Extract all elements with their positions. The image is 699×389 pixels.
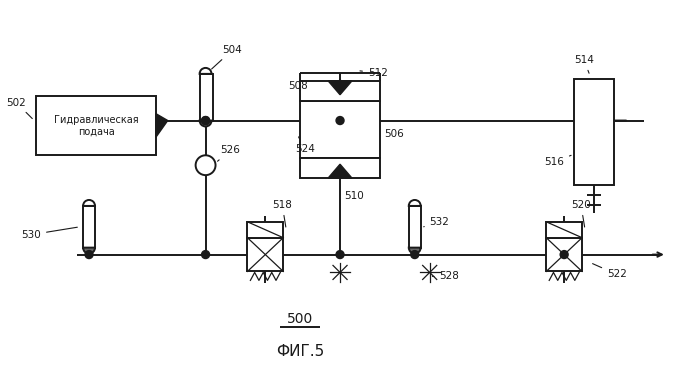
Bar (300, 158, 380, 178)
Text: 514: 514 (574, 55, 594, 73)
Text: 516: 516 (545, 155, 571, 167)
Text: 510: 510 (344, 191, 363, 201)
Polygon shape (328, 164, 352, 178)
Bar (409, 206, 421, 248)
Text: Гидравлическая
подача: Гидравлическая подача (54, 115, 138, 136)
Text: 512: 512 (360, 68, 388, 78)
Text: 500: 500 (287, 312, 313, 326)
Text: 530: 530 (21, 227, 78, 240)
Text: 502: 502 (6, 98, 32, 119)
Circle shape (336, 117, 344, 124)
Text: 528: 528 (433, 272, 459, 281)
Bar (300, 81, 380, 101)
Text: ФИГ.5: ФИГ.5 (276, 344, 324, 359)
Bar (574, 79, 614, 185)
Bar (247, 222, 283, 238)
Circle shape (85, 251, 93, 259)
Text: 506: 506 (384, 130, 403, 139)
Circle shape (201, 117, 210, 124)
Wedge shape (83, 248, 95, 254)
Circle shape (196, 155, 215, 175)
Text: 508: 508 (288, 81, 308, 91)
Circle shape (560, 251, 568, 259)
Circle shape (201, 251, 210, 259)
Bar (247, 238, 283, 272)
Wedge shape (200, 68, 212, 74)
Wedge shape (200, 121, 212, 126)
Text: 522: 522 (593, 264, 627, 279)
Bar (36, 96, 156, 155)
Bar (200, 74, 212, 121)
Polygon shape (328, 81, 352, 95)
Bar (546, 238, 582, 272)
Circle shape (336, 251, 344, 259)
Wedge shape (409, 248, 421, 254)
Text: 504: 504 (212, 45, 243, 69)
Bar (83, 206, 95, 248)
Wedge shape (409, 200, 421, 206)
Bar (300, 101, 380, 158)
Wedge shape (83, 200, 95, 206)
Polygon shape (156, 114, 168, 137)
Text: 520: 520 (571, 200, 591, 227)
Text: 518: 518 (273, 200, 292, 227)
Text: 524: 524 (295, 137, 315, 154)
Text: 526: 526 (217, 145, 240, 161)
Circle shape (201, 117, 210, 124)
Circle shape (411, 251, 419, 259)
Text: 532: 532 (424, 217, 449, 227)
Bar (546, 222, 582, 238)
